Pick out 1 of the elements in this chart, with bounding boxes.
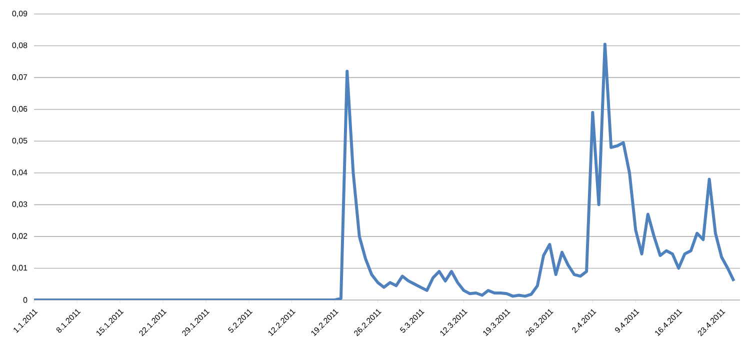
line-series [34,42,736,300]
